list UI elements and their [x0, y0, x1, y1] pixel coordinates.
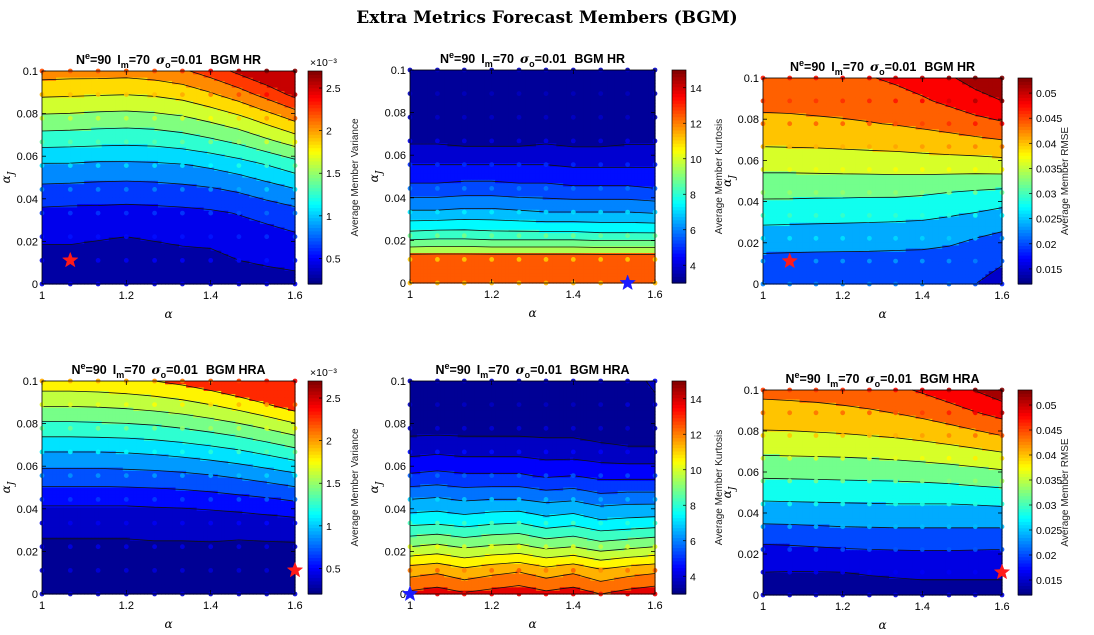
- filled-contours: [42, 71, 296, 285]
- figure-title: Extra Metrics Forecast Members (BGM): [356, 8, 737, 28]
